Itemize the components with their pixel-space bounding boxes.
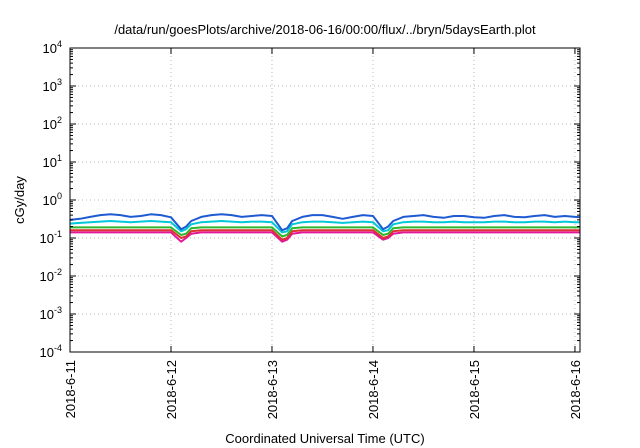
y-tick-label: 100 [43,191,62,208]
x-tick-label: 2018-6-15 [467,360,482,419]
data-series [69,213,581,243]
y-tick-label: 103 [43,77,62,94]
y-tick-label: 101 [43,153,62,170]
x-axis: 2018-6-11 2018-6-12 2018-6-13 2018-6-14 2018… [63,48,583,419]
x-tick-label: 2018-6-16 [568,360,583,419]
series-line-2 [70,229,580,241]
series-line-1 [70,231,580,243]
y-tick-label: 102 [43,115,62,132]
series-line-3 [70,226,580,238]
x-tick-label: 2018-6-12 [164,360,179,419]
y-tick-label: 10-3 [40,305,62,322]
series-line-4 [69,220,580,234]
x-axis-label: Coordinated Universal Time (UTC) [225,431,424,446]
chart-title: /data/run/goesPlots/archive/2018-06-16/0… [114,22,536,37]
y-tick-label: 10-2 [40,267,62,284]
y-axis-label: cGy/day [12,176,27,224]
y-tick-label: 104 [43,39,62,56]
series-line-5 [69,213,581,232]
x-tick-label: 2018-6-11 [63,360,78,418]
x-tick-label: 2018-6-14 [366,360,381,419]
y-tick-label: 10-1 [40,229,62,246]
y-tick-label: 10-4 [40,343,62,360]
x-tick-label: 2018-6-13 [265,360,280,419]
grid [70,48,580,352]
y-axis: 10-4 10-3 10-2 10-1 100 101 102 103 104 [40,39,580,360]
